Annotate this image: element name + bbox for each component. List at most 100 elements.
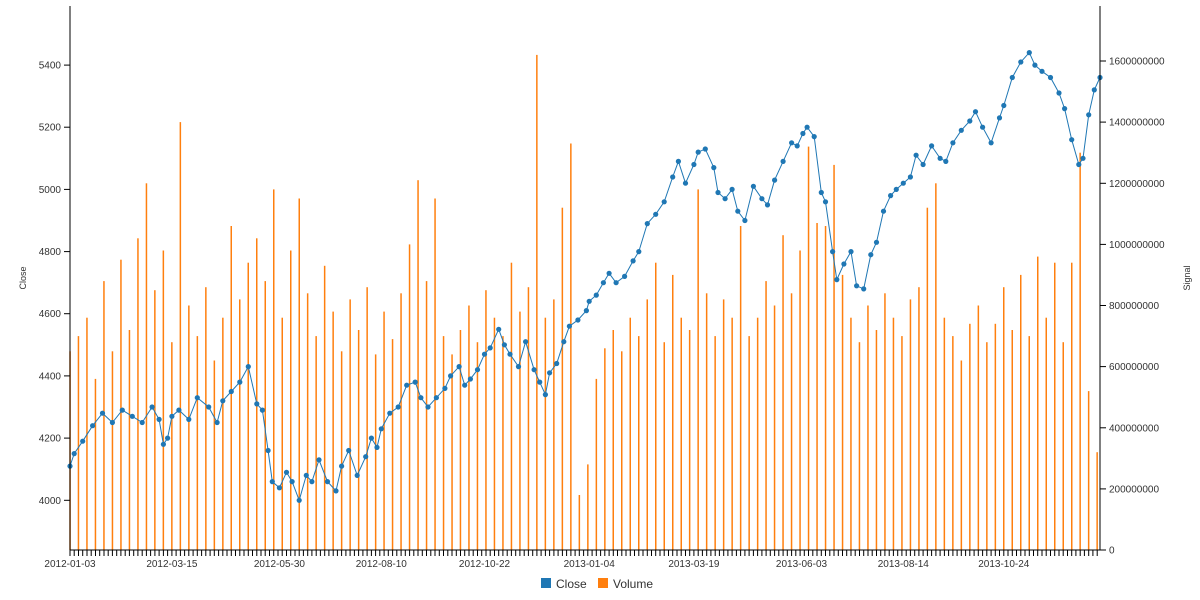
- close-point: [980, 124, 986, 130]
- volume-bar: [867, 305, 869, 550]
- volume-bar: [366, 287, 368, 550]
- close-point: [206, 404, 212, 410]
- close-point: [1001, 102, 1007, 109]
- volume-bar: [519, 311, 521, 550]
- volume-bar: [722, 299, 725, 550]
- close-point: [1062, 106, 1068, 112]
- close-point: [176, 407, 182, 413]
- close-point: [670, 174, 676, 180]
- volume-bar: [858, 342, 861, 550]
- close-point: [818, 189, 824, 196]
- volume-bar: [476, 342, 479, 550]
- close-point: [729, 186, 735, 192]
- close-point: [822, 199, 829, 205]
- volume-bar: [264, 281, 266, 550]
- close-point: [622, 273, 628, 279]
- close-series-line: [69, 51, 1101, 502]
- volume-bar: [536, 54, 538, 551]
- volume-bar: [561, 207, 564, 550]
- close-point: [220, 398, 226, 404]
- close-point: [1032, 62, 1038, 68]
- close-point: [289, 479, 295, 485]
- close-point: [764, 202, 771, 208]
- close-point: [1056, 90, 1062, 96]
- y-right-tick-label: 1600000000: [1109, 57, 1165, 68]
- close-point: [834, 277, 840, 283]
- close-point: [1091, 87, 1097, 93]
- y-left-tick-label: 5000: [39, 185, 62, 196]
- volume-bar: [94, 378, 97, 550]
- volume-bar: [892, 317, 895, 550]
- close-point: [920, 161, 926, 168]
- close-point: [324, 479, 331, 485]
- close-point: [523, 339, 529, 345]
- x-tick-label: 2012-10-22: [459, 559, 511, 570]
- volume-bar: [1096, 452, 1098, 550]
- legend-label-volume: Volume: [613, 577, 653, 591]
- legend-swatch-close: [541, 578, 551, 588]
- volume-bar: [1020, 274, 1022, 550]
- close-point: [606, 270, 612, 276]
- y-right-tick-label: 0: [1109, 546, 1115, 557]
- volume-bar: [994, 323, 997, 550]
- y-right-tick-label: 1200000000: [1109, 179, 1165, 190]
- close-point: [269, 479, 275, 485]
- volume-bar: [621, 351, 623, 550]
- volume-bar: [875, 330, 878, 550]
- close-point: [661, 199, 667, 205]
- close-point: [566, 323, 573, 329]
- close-point: [467, 376, 473, 382]
- volume-bar: [986, 342, 988, 550]
- close-point: [276, 485, 282, 491]
- close-point: [695, 149, 701, 155]
- volume-bar: [1087, 391, 1090, 550]
- close-point: [531, 367, 537, 373]
- volume-bar: [553, 299, 555, 550]
- close-point: [418, 395, 424, 401]
- volume-bar: [731, 317, 733, 550]
- volume-bar: [510, 262, 513, 550]
- close-point: [780, 158, 786, 164]
- close-point: [425, 404, 431, 410]
- close-point: [830, 249, 836, 255]
- close-point: [789, 140, 795, 146]
- close-point: [363, 454, 369, 460]
- close-point: [950, 140, 956, 146]
- y-left-tick-label: 5200: [39, 123, 62, 134]
- x-tick-label: 2013-10-24: [978, 559, 1030, 570]
- close-point: [109, 419, 115, 426]
- volume-bar: [773, 305, 776, 550]
- volume-bar: [969, 323, 971, 550]
- volume-bar: [926, 207, 929, 550]
- volume-bar: [714, 336, 716, 550]
- close-point: [653, 211, 659, 217]
- close-point: [841, 261, 847, 267]
- close-point: [456, 364, 462, 370]
- volume-bar: [688, 330, 691, 550]
- x-tick-label: 2013-08-14: [878, 559, 930, 570]
- close-point: [1039, 68, 1045, 74]
- close-point: [711, 165, 717, 171]
- volume-bar: [120, 259, 122, 550]
- close-point: [1018, 59, 1024, 65]
- close-point: [888, 193, 894, 199]
- volume-bar: [213, 360, 216, 550]
- close-point: [958, 127, 964, 133]
- close-point: [1080, 155, 1086, 161]
- volume-bar: [103, 281, 105, 550]
- volume-bar: [756, 317, 759, 550]
- close-point: [259, 407, 265, 413]
- close-point: [354, 472, 360, 478]
- y-right-title: Signal: [1182, 265, 1192, 290]
- volume-bar: [162, 250, 165, 550]
- volume-bar: [570, 143, 572, 550]
- close-point: [1069, 137, 1075, 143]
- volume-bar: [230, 226, 232, 550]
- close-point: [129, 413, 135, 419]
- volume-bar: [493, 317, 496, 550]
- volume-bar: [222, 317, 224, 550]
- x-tick-label: 2012-05-30: [254, 559, 306, 570]
- volume-bar: [306, 293, 309, 550]
- volume-bar: [909, 299, 912, 550]
- volume-bar: [629, 317, 631, 550]
